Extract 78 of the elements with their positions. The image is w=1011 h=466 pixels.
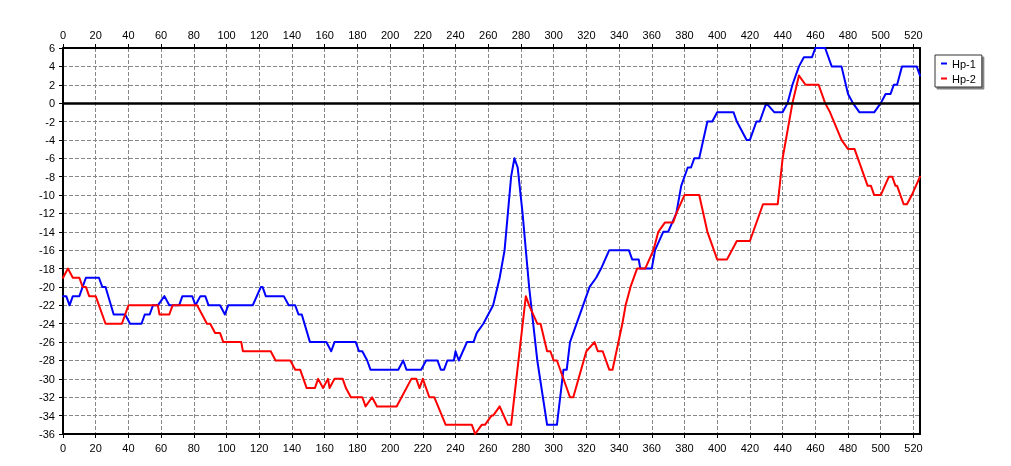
y-tick-label: -20: [39, 280, 55, 293]
x-tick-label: 180: [348, 441, 367, 454]
x-tick-label: 60: [155, 441, 168, 454]
x-tick-label: 420: [740, 441, 760, 454]
x2-tick-label: 300: [544, 28, 563, 41]
x-tick-label: 300: [544, 441, 563, 454]
x-tick-label: 460: [806, 441, 825, 454]
x-tick-label: 100: [217, 441, 236, 454]
x-tick-label: 320: [577, 441, 596, 454]
x2-tick-label: 400: [708, 28, 727, 41]
y-tick-label: 2: [48, 78, 55, 91]
x2-tick-label: 40: [122, 28, 135, 41]
x2-tick-label: 200: [380, 28, 400, 41]
y-tick-label: -6: [45, 152, 55, 165]
x-tick-label: 360: [642, 441, 661, 454]
y-tick-label: -2: [45, 115, 55, 128]
x2-tick-label: 60: [155, 28, 168, 41]
x-tick-label: 380: [675, 441, 694, 454]
x2-tick-label: 460: [806, 28, 825, 41]
x2-tick-label: 500: [871, 28, 890, 41]
x2-tick-label: 160: [315, 28, 334, 41]
x2-tick-label: 140: [282, 28, 302, 41]
x-tick-label: 200: [380, 441, 400, 454]
x-tick-label: 140: [282, 441, 302, 454]
x2-tick-label: 520: [904, 28, 923, 41]
x2-tick-label: 360: [642, 28, 661, 41]
y-tick-label: 0: [48, 97, 55, 110]
x-tick-label: 220: [413, 441, 432, 454]
y-tick-label: -22: [39, 299, 55, 312]
x-tick-label: 480: [838, 441, 858, 454]
x-tick-label: 0: [59, 441, 67, 454]
x2-tick-label: 280: [511, 28, 531, 41]
x-tick-label: 440: [773, 441, 792, 454]
y-tick-label: -10: [39, 189, 55, 202]
x-tick-label: 400: [708, 441, 727, 454]
x2-tick-label: 0: [59, 28, 67, 41]
x-tick-label: 280: [511, 441, 531, 454]
x2-tick-label: 120: [250, 28, 269, 41]
y-tick-label: 6: [48, 42, 55, 54]
x2-tick-label: 260: [479, 28, 498, 41]
x2-tick-label: 100: [217, 28, 236, 41]
y-tick-label: -8: [45, 170, 55, 183]
x2-tick-label: 340: [609, 28, 629, 41]
x-tick-label: 340: [609, 441, 629, 454]
x-tick-label: 520: [904, 441, 923, 454]
x-tick-label: 40: [122, 441, 135, 454]
y-tick-label: -16: [39, 244, 55, 257]
y-tick-label: -30: [39, 372, 55, 385]
x2-tick-label: 240: [446, 28, 465, 41]
y-tick-label: -18: [39, 262, 55, 275]
x2-tick-label: 220: [413, 28, 432, 41]
y-tick-label: 4: [48, 60, 55, 73]
y-tick-label: -4: [45, 133, 55, 146]
y-tick-label: -32: [39, 391, 55, 404]
x2-tick-label: 80: [187, 28, 200, 41]
x-tick-label: 160: [315, 441, 334, 454]
y-tick-label: -12: [39, 207, 55, 220]
x2-tick-label: 380: [675, 28, 694, 41]
x2-tick-label: 20: [89, 28, 102, 41]
x2-tick-label: 480: [838, 28, 858, 41]
x-tick-label: 20: [89, 441, 102, 454]
x-tick-label: 500: [871, 441, 890, 454]
y-tick-label: -24: [39, 317, 55, 330]
x2-tick-label: 440: [773, 28, 792, 41]
y-tick-label: -28: [39, 354, 55, 367]
x-tick-label: 120: [250, 441, 269, 454]
y-tick-label: -36: [39, 428, 55, 440]
x-tick-label: 240: [446, 441, 465, 454]
y-tick-label: -34: [39, 409, 55, 422]
y-tick-label: -26: [39, 336, 55, 349]
y-tick-label: -14: [39, 225, 55, 238]
x-tick-label: 260: [479, 441, 498, 454]
x2-tick-label: 420: [740, 28, 760, 41]
x-tick-label: 80: [187, 441, 200, 454]
x2-tick-label: 320: [577, 28, 596, 41]
legend-label: Hp-2: [952, 72, 976, 85]
x2-tick-label: 180: [348, 28, 367, 41]
legend-label: Hp-1: [952, 57, 976, 70]
